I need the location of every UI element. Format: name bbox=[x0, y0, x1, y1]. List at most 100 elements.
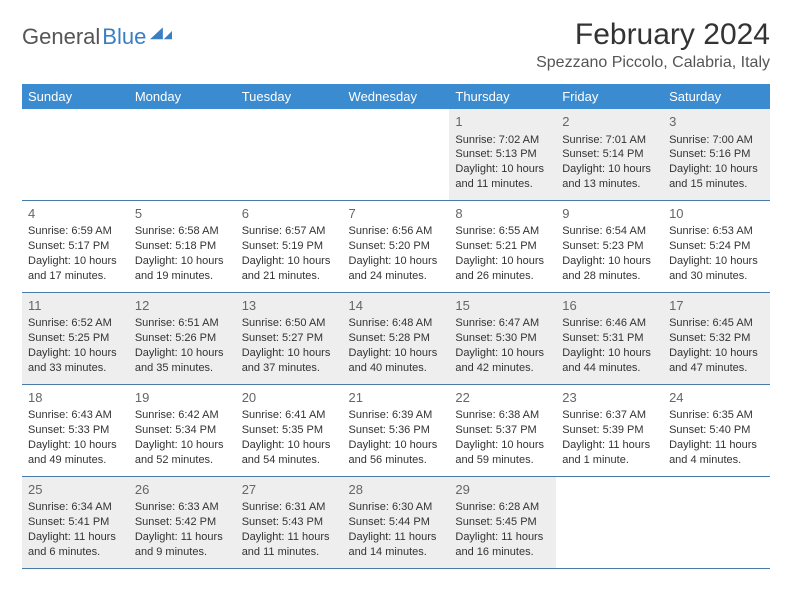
sunset-text: Sunset: 5:37 PM bbox=[455, 423, 550, 438]
sunrise-text: Sunrise: 6:33 AM bbox=[135, 500, 230, 515]
day-cell: 25Sunrise: 6:34 AMSunset: 5:41 PMDayligh… bbox=[22, 476, 129, 568]
sunset-text: Sunset: 5:18 PM bbox=[135, 239, 230, 254]
day-cell: 4Sunrise: 6:59 AMSunset: 5:17 PMDaylight… bbox=[22, 200, 129, 292]
day-cell: 10Sunrise: 6:53 AMSunset: 5:24 PMDayligh… bbox=[663, 200, 770, 292]
daylight-text: Daylight: 10 hours and 37 minutes. bbox=[242, 346, 337, 376]
day-number: 27 bbox=[242, 481, 337, 499]
sunset-text: Sunset: 5:39 PM bbox=[562, 423, 657, 438]
sunrise-text: Sunrise: 6:56 AM bbox=[349, 224, 444, 239]
sunset-text: Sunset: 5:32 PM bbox=[669, 331, 764, 346]
month-title: February 2024 bbox=[536, 18, 770, 52]
sunrise-text: Sunrise: 6:30 AM bbox=[349, 500, 444, 515]
day-header: Thursday bbox=[449, 84, 556, 109]
day-cell: 6Sunrise: 6:57 AMSunset: 5:19 PMDaylight… bbox=[236, 200, 343, 292]
day-cell: 5Sunrise: 6:58 AMSunset: 5:18 PMDaylight… bbox=[129, 200, 236, 292]
sunrise-text: Sunrise: 6:41 AM bbox=[242, 408, 337, 423]
day-cell: 20Sunrise: 6:41 AMSunset: 5:35 PMDayligh… bbox=[236, 384, 343, 476]
daylight-text: Daylight: 10 hours and 54 minutes. bbox=[242, 438, 337, 468]
day-number: 1 bbox=[455, 113, 550, 131]
day-number: 26 bbox=[135, 481, 230, 499]
day-cell: 19Sunrise: 6:42 AMSunset: 5:34 PMDayligh… bbox=[129, 384, 236, 476]
day-cell: 7Sunrise: 6:56 AMSunset: 5:20 PMDaylight… bbox=[343, 200, 450, 292]
calendar-week: 1Sunrise: 7:02 AMSunset: 5:13 PMDaylight… bbox=[22, 109, 770, 200]
daylight-text: Daylight: 11 hours and 9 minutes. bbox=[135, 530, 230, 560]
sunrise-text: Sunrise: 7:01 AM bbox=[562, 133, 657, 148]
day-number: 11 bbox=[28, 297, 123, 315]
sunset-text: Sunset: 5:42 PM bbox=[135, 515, 230, 530]
day-cell: 27Sunrise: 6:31 AMSunset: 5:43 PMDayligh… bbox=[236, 476, 343, 568]
day-number: 7 bbox=[349, 205, 444, 223]
location-label: Spezzano Piccolo, Calabria, Italy bbox=[536, 54, 770, 72]
day-cell: 24Sunrise: 6:35 AMSunset: 5:40 PMDayligh… bbox=[663, 384, 770, 476]
daylight-text: Daylight: 10 hours and 47 minutes. bbox=[669, 346, 764, 376]
day-header: Monday bbox=[129, 84, 236, 109]
sunset-text: Sunset: 5:20 PM bbox=[349, 239, 444, 254]
day-number: 19 bbox=[135, 389, 230, 407]
day-number: 15 bbox=[455, 297, 550, 315]
day-number: 28 bbox=[349, 481, 444, 499]
daylight-text: Daylight: 10 hours and 56 minutes. bbox=[349, 438, 444, 468]
sunset-text: Sunset: 5:21 PM bbox=[455, 239, 550, 254]
sunset-text: Sunset: 5:35 PM bbox=[242, 423, 337, 438]
daylight-text: Daylight: 10 hours and 35 minutes. bbox=[135, 346, 230, 376]
sunrise-text: Sunrise: 6:59 AM bbox=[28, 224, 123, 239]
sunrise-text: Sunrise: 6:54 AM bbox=[562, 224, 657, 239]
sunset-text: Sunset: 5:33 PM bbox=[28, 423, 123, 438]
day-header-row: SundayMondayTuesdayWednesdayThursdayFrid… bbox=[22, 84, 770, 109]
sunrise-text: Sunrise: 6:43 AM bbox=[28, 408, 123, 423]
daylight-text: Daylight: 10 hours and 30 minutes. bbox=[669, 254, 764, 284]
sunset-text: Sunset: 5:31 PM bbox=[562, 331, 657, 346]
day-cell: 16Sunrise: 6:46 AMSunset: 5:31 PMDayligh… bbox=[556, 292, 663, 384]
day-cell: 12Sunrise: 6:51 AMSunset: 5:26 PMDayligh… bbox=[129, 292, 236, 384]
day-cell: 2Sunrise: 7:01 AMSunset: 5:14 PMDaylight… bbox=[556, 109, 663, 200]
day-number: 22 bbox=[455, 389, 550, 407]
day-number: 18 bbox=[28, 389, 123, 407]
sunrise-text: Sunrise: 6:31 AM bbox=[242, 500, 337, 515]
sunrise-text: Sunrise: 6:58 AM bbox=[135, 224, 230, 239]
daylight-text: Daylight: 10 hours and 40 minutes. bbox=[349, 346, 444, 376]
title-block: February 2024 Spezzano Piccolo, Calabria… bbox=[536, 18, 770, 72]
daylight-text: Daylight: 10 hours and 21 minutes. bbox=[242, 254, 337, 284]
sunrise-text: Sunrise: 6:48 AM bbox=[349, 316, 444, 331]
calendar-table: SundayMondayTuesdayWednesdayThursdayFrid… bbox=[22, 84, 770, 569]
daylight-text: Daylight: 10 hours and 59 minutes. bbox=[455, 438, 550, 468]
day-cell: 28Sunrise: 6:30 AMSunset: 5:44 PMDayligh… bbox=[343, 476, 450, 568]
day-number: 3 bbox=[669, 113, 764, 131]
day-number: 8 bbox=[455, 205, 550, 223]
sunrise-text: Sunrise: 6:34 AM bbox=[28, 500, 123, 515]
daylight-text: Daylight: 11 hours and 14 minutes. bbox=[349, 530, 444, 560]
day-number: 5 bbox=[135, 205, 230, 223]
daylight-text: Daylight: 10 hours and 13 minutes. bbox=[562, 162, 657, 192]
day-cell: 8Sunrise: 6:55 AMSunset: 5:21 PMDaylight… bbox=[449, 200, 556, 292]
brand-name-2: Blue bbox=[102, 24, 146, 50]
day-number: 16 bbox=[562, 297, 657, 315]
sunset-text: Sunset: 5:25 PM bbox=[28, 331, 123, 346]
day-header: Wednesday bbox=[343, 84, 450, 109]
empty-cell bbox=[663, 476, 770, 568]
sunrise-text: Sunrise: 6:38 AM bbox=[455, 408, 550, 423]
sunrise-text: Sunrise: 6:35 AM bbox=[669, 408, 764, 423]
sunset-text: Sunset: 5:28 PM bbox=[349, 331, 444, 346]
day-cell: 1Sunrise: 7:02 AMSunset: 5:13 PMDaylight… bbox=[449, 109, 556, 200]
empty-cell bbox=[236, 109, 343, 200]
sunset-text: Sunset: 5:27 PM bbox=[242, 331, 337, 346]
sunset-text: Sunset: 5:30 PM bbox=[455, 331, 550, 346]
sunrise-text: Sunrise: 6:57 AM bbox=[242, 224, 337, 239]
empty-cell bbox=[129, 109, 236, 200]
daylight-text: Daylight: 11 hours and 6 minutes. bbox=[28, 530, 123, 560]
daylight-text: Daylight: 10 hours and 49 minutes. bbox=[28, 438, 123, 468]
sunset-text: Sunset: 5:41 PM bbox=[28, 515, 123, 530]
day-number: 23 bbox=[562, 389, 657, 407]
brand-logo: GeneralBlue bbox=[22, 18, 172, 50]
calendar-body: 1Sunrise: 7:02 AMSunset: 5:13 PMDaylight… bbox=[22, 109, 770, 568]
sunset-text: Sunset: 5:36 PM bbox=[349, 423, 444, 438]
day-number: 6 bbox=[242, 205, 337, 223]
sunrise-text: Sunrise: 6:51 AM bbox=[135, 316, 230, 331]
calendar-week: 18Sunrise: 6:43 AMSunset: 5:33 PMDayligh… bbox=[22, 384, 770, 476]
day-number: 24 bbox=[669, 389, 764, 407]
day-cell: 18Sunrise: 6:43 AMSunset: 5:33 PMDayligh… bbox=[22, 384, 129, 476]
day-header: Sunday bbox=[22, 84, 129, 109]
daylight-text: Daylight: 10 hours and 42 minutes. bbox=[455, 346, 550, 376]
empty-cell bbox=[22, 109, 129, 200]
sunrise-text: Sunrise: 6:45 AM bbox=[669, 316, 764, 331]
